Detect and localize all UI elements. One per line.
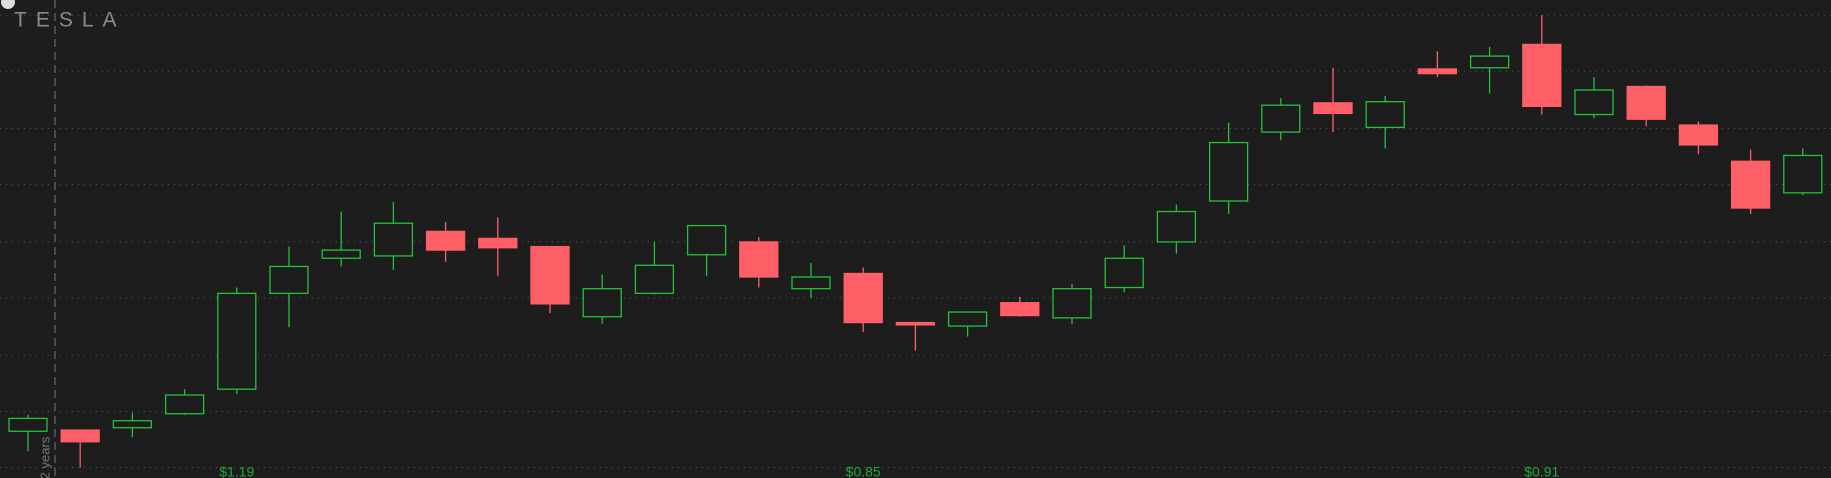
candle-body [1052,288,1092,319]
candle-body [1626,85,1666,120]
candle-body [1783,154,1823,194]
candle-body [739,241,779,278]
candle-body [321,249,361,259]
candle-body [478,237,518,249]
event-label: $0.91 [1524,464,1559,478]
event-label: $0.85 [846,464,881,478]
candle-body [947,311,988,327]
candle-body [112,420,153,429]
candle-body [1104,257,1144,289]
candle-body [1417,68,1458,75]
info-icon[interactable] [1,0,15,9]
candle-body [1469,55,1510,69]
candle-body [582,288,622,318]
candle-body [217,292,257,390]
candle-body [1156,210,1197,243]
candle-body [425,230,466,251]
candle-body [1678,124,1719,146]
candle-body [1574,89,1614,116]
candle-body [373,222,414,257]
candle-body [60,429,100,443]
candle-body [1313,102,1353,115]
candle-body [164,394,205,415]
candle-body [791,276,831,290]
candle-body [269,265,309,294]
candle-body [1208,141,1249,202]
candle-body [8,417,48,432]
candle-body [843,272,883,324]
candle-body [1522,43,1562,108]
event-label: $1.19 [219,464,254,478]
candle-body [895,321,936,326]
period-label: 2 years [37,436,52,478]
candle-body [634,264,675,294]
candle-body [1730,160,1771,209]
logo: TESLA [14,9,126,32]
candle-body [530,245,570,305]
candle-body [1365,101,1405,129]
candle-body [1000,302,1040,317]
candle-body [686,224,727,256]
candle-body [1261,104,1301,133]
